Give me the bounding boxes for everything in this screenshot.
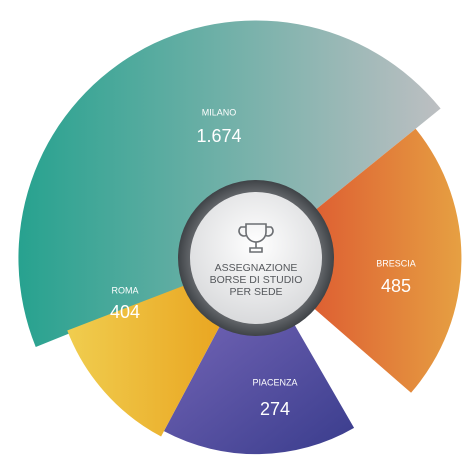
sector [67,279,228,437]
category-label: ROMA [112,285,139,295]
category-label: PIACENZA [252,377,297,387]
sector [18,20,441,347]
center-title: BORSE DI STUDIO [210,274,303,286]
sector [301,128,462,393]
value-label: 485 [381,276,411,296]
center-title: PER SEDE [229,286,282,298]
category-label: BRESCIA [376,258,416,268]
center-disc [190,192,322,324]
value-label: 404 [110,302,140,322]
trophy-icon [238,223,274,253]
sector [163,309,355,455]
center-title: ASSEGNAZIONE [215,262,298,274]
category-label: MILANO [202,107,237,117]
value-label: 274 [260,399,290,419]
sectors [18,20,462,455]
value-label: 1.674 [196,126,241,146]
